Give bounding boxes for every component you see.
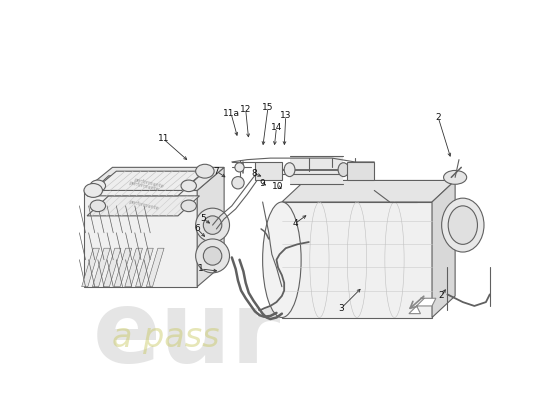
Text: 9: 9 — [260, 179, 266, 188]
Text: 10: 10 — [272, 182, 284, 191]
Ellipse shape — [196, 164, 214, 178]
Text: performante: performante — [128, 199, 159, 211]
Text: 12: 12 — [240, 105, 251, 114]
Polygon shape — [146, 248, 164, 287]
Text: 6: 6 — [194, 224, 200, 234]
Circle shape — [235, 163, 244, 172]
Polygon shape — [84, 167, 224, 190]
Polygon shape — [282, 202, 432, 318]
Polygon shape — [87, 176, 200, 196]
Text: eur: eur — [93, 287, 282, 384]
Text: 15: 15 — [262, 103, 274, 112]
Text: 11: 11 — [157, 134, 169, 143]
Text: 1: 1 — [198, 264, 204, 274]
Polygon shape — [197, 167, 224, 287]
Ellipse shape — [84, 184, 102, 197]
Polygon shape — [348, 162, 375, 180]
Ellipse shape — [90, 200, 106, 212]
Ellipse shape — [443, 170, 466, 184]
Text: 3: 3 — [338, 304, 344, 313]
Polygon shape — [81, 248, 100, 287]
Text: 2: 2 — [436, 113, 441, 122]
Polygon shape — [255, 162, 282, 180]
Ellipse shape — [338, 163, 349, 176]
Circle shape — [204, 216, 222, 234]
Circle shape — [196, 239, 229, 273]
Ellipse shape — [90, 180, 106, 192]
Circle shape — [196, 208, 229, 242]
Text: 8: 8 — [251, 169, 257, 178]
Polygon shape — [87, 196, 200, 216]
Ellipse shape — [263, 202, 301, 318]
Polygon shape — [125, 248, 142, 287]
Text: 13: 13 — [280, 111, 292, 120]
Polygon shape — [103, 248, 121, 287]
Text: 2: 2 — [438, 292, 444, 300]
Polygon shape — [92, 248, 110, 287]
Polygon shape — [114, 248, 132, 287]
Polygon shape — [93, 171, 205, 190]
Polygon shape — [290, 156, 343, 184]
Text: a pass: a pass — [112, 321, 220, 354]
Polygon shape — [84, 190, 197, 287]
Ellipse shape — [181, 200, 196, 212]
Text: performante: performante — [133, 177, 164, 189]
Polygon shape — [409, 298, 436, 314]
Ellipse shape — [181, 180, 196, 192]
Text: 14: 14 — [271, 123, 282, 132]
Ellipse shape — [442, 198, 484, 252]
Ellipse shape — [448, 206, 477, 244]
Text: performante: performante — [128, 180, 159, 192]
Polygon shape — [135, 248, 153, 287]
Circle shape — [232, 176, 244, 189]
Polygon shape — [432, 180, 455, 318]
Text: 11a: 11a — [223, 109, 240, 118]
Circle shape — [204, 247, 222, 265]
Ellipse shape — [284, 163, 295, 176]
Text: 7: 7 — [213, 167, 219, 176]
Text: 4: 4 — [292, 219, 298, 228]
Text: 5: 5 — [200, 214, 206, 224]
Polygon shape — [282, 180, 455, 202]
